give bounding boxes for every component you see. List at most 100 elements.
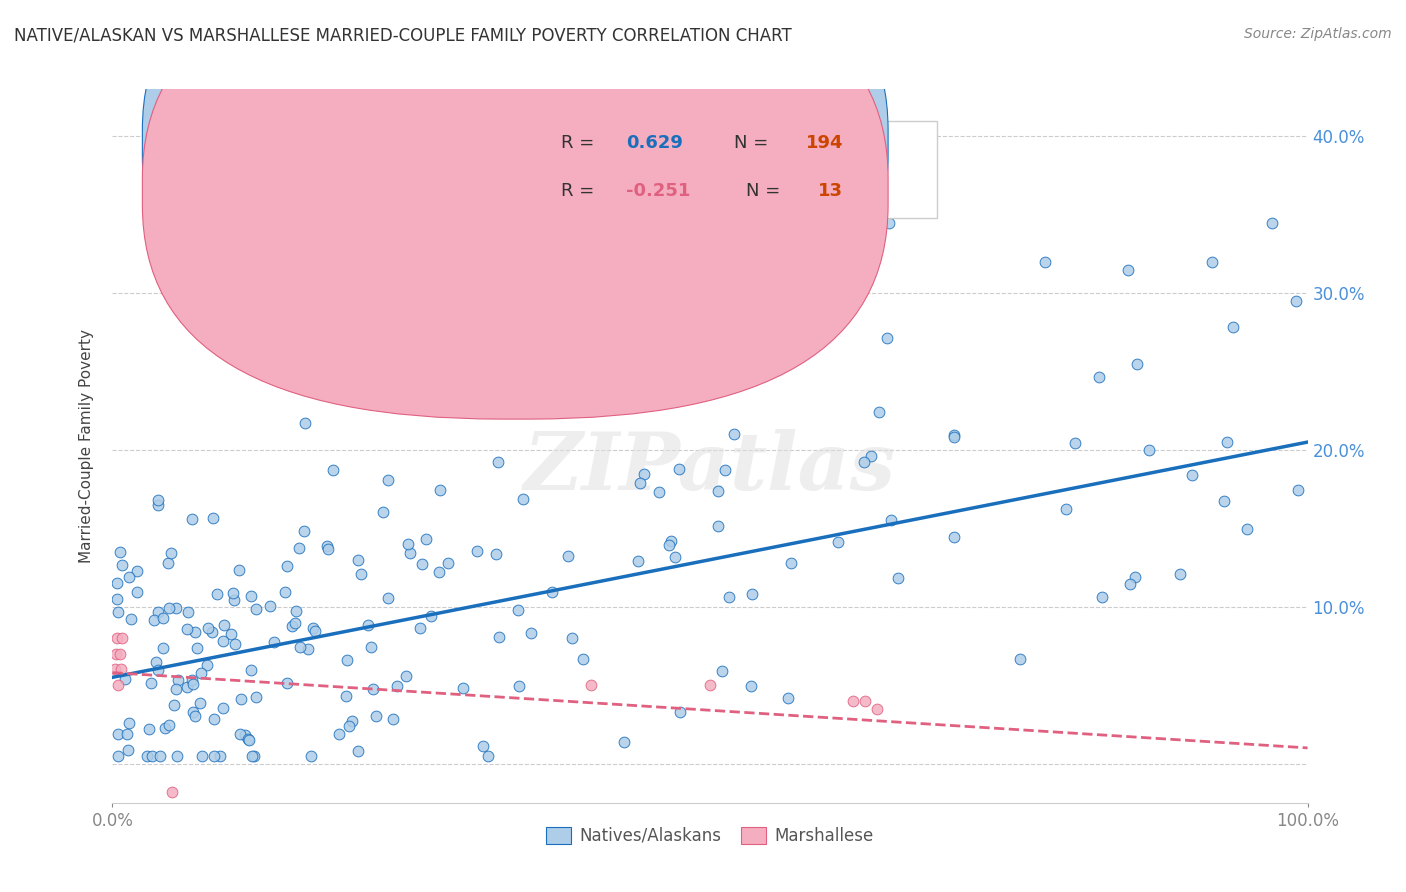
Point [557,549,579,564]
Point [165,600,187,615]
Point [350,566,373,581]
Point [1213,494,1236,508]
Point [176,622,198,636]
Text: R =: R = [561,183,599,201]
Point [711,664,734,678]
Point [706,484,728,499]
Point [399,546,422,560]
FancyBboxPatch shape [484,121,938,218]
Point [212,617,235,632]
Point [876,331,898,345]
Point [662,169,685,183]
Point [163,698,186,712]
Point [148,605,170,619]
Point [273,584,295,599]
Point [205,587,228,601]
Point [1088,370,1111,384]
Point [778,690,800,705]
Point [302,621,325,635]
Point [336,653,359,667]
Point [299,748,322,763]
Point [377,591,399,605]
Text: -0.251: -0.251 [627,183,690,201]
Point [373,505,395,519]
Point [659,533,682,548]
Point [284,615,307,630]
Point [107,592,129,607]
Point [887,571,910,585]
Point [107,748,129,763]
Point [115,727,138,741]
Text: R =: R = [561,135,599,153]
Point [506,603,529,617]
Point [165,681,187,696]
Point [420,609,443,624]
Point [723,426,745,441]
Point [669,705,692,719]
Point [1091,590,1114,604]
Point [276,558,298,573]
Point [146,664,169,678]
Point [868,405,890,419]
Point [366,708,388,723]
Point [409,621,432,635]
FancyBboxPatch shape [142,0,889,419]
Point [141,675,163,690]
Point [780,556,803,570]
Y-axis label: Married-Couple Family Poverty: Married-Couple Family Poverty [79,329,94,563]
Point [141,748,163,763]
Point [202,511,225,525]
Point [1216,434,1239,449]
Text: N =: N = [747,183,786,201]
Text: Source: ZipAtlas.com: Source: ZipAtlas.com [1244,27,1392,41]
Point [288,541,311,556]
Point [1285,293,1308,308]
Point [942,430,965,444]
Text: 13: 13 [818,183,842,201]
Point [664,550,686,565]
Point [512,492,534,507]
Point [668,462,690,476]
FancyBboxPatch shape [142,0,889,371]
Point [1261,215,1284,229]
Point [181,673,204,687]
Point [209,748,232,763]
Point [488,630,510,644]
Point [181,705,204,719]
Point [240,590,263,604]
Point [304,624,326,639]
Point [555,301,578,316]
Point [718,590,741,604]
Point [263,635,285,649]
Point [340,714,363,728]
Point [211,701,233,715]
Point [707,518,730,533]
Point [107,727,129,741]
Point [105,647,128,661]
Point [1118,262,1140,277]
Point [859,449,882,463]
Point [1010,652,1032,666]
Point [288,640,311,655]
Point [224,637,246,651]
Point [146,498,169,512]
Point [1286,483,1309,497]
Point [346,553,368,567]
Point [508,679,530,693]
Point [118,570,141,584]
Text: N =: N = [734,135,773,153]
Point [519,626,541,640]
Point [541,585,564,599]
Point [628,475,651,490]
Point [138,722,160,736]
Point [1033,254,1056,268]
Point [360,640,382,654]
Point [658,538,681,552]
Legend: Natives/Alaskans, Marshallese: Natives/Alaskans, Marshallese [540,820,880,852]
Point [143,613,166,627]
Text: ZIPatlas: ZIPatlas [524,429,896,506]
Point [177,605,200,619]
Point [162,785,183,799]
Point [186,641,208,656]
Point [285,604,308,618]
